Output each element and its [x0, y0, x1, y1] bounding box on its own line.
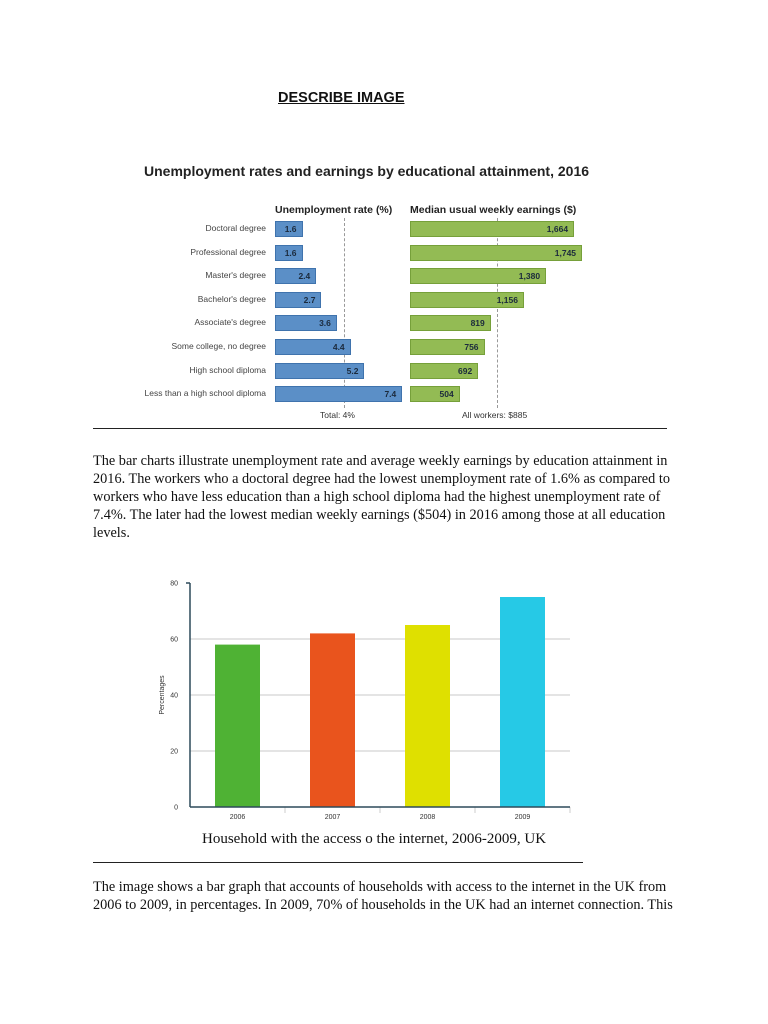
y-tick-label: 20 [170, 749, 178, 756]
y-axis-label: Percentages [159, 675, 166, 715]
earnings-value-label: 756 [464, 342, 479, 352]
category-label: Associate's degree [194, 317, 266, 328]
earnings-bar [410, 268, 547, 285]
unemployment-bar [275, 339, 351, 355]
category-label: Some college, no degree [171, 341, 266, 351]
category-label: Bachelor's degree [197, 293, 266, 304]
earnings-value-label: 1,380 [518, 271, 541, 282]
earnings-reference-label: All workers: $885 [462, 410, 528, 420]
chart1-title: Unemployment rates and earnings by educa… [144, 163, 590, 179]
divider [93, 862, 583, 863]
y-tick-label: 40 [170, 693, 178, 700]
earnings-value-label: 1,156 [496, 294, 518, 305]
unemployment-value-label: 1.6 [284, 247, 297, 258]
page-heading: DESCRIBE IMAGE [278, 90, 405, 106]
paragraph-1: The bar charts illustrate unemployment r… [93, 453, 670, 541]
unemployment-bar [275, 268, 317, 285]
unemployment-bar [275, 244, 303, 261]
x-tick-label: 2009 [515, 814, 531, 821]
bar [215, 644, 260, 807]
bar [405, 625, 450, 807]
earnings-value-label: 692 [458, 365, 473, 376]
category-label: Doctoral degree [205, 223, 266, 233]
unemployment-bar [275, 362, 365, 379]
earnings-value-label: 1,745 [554, 247, 577, 258]
unemployment-value-label: 1.6 [284, 224, 297, 234]
category-label: Less than a high school diploma [144, 388, 266, 399]
paragraph-2: The image shows a bar graph that account… [93, 879, 673, 913]
earnings-value-label: 1,664 [546, 224, 569, 234]
y-tick-label: 0 [174, 805, 178, 812]
unemployment-value-label: 3.6 [319, 318, 331, 329]
y-tick-label: 80 [170, 581, 178, 588]
earnings-bar [410, 339, 485, 355]
earnings-panel-title: Median usual weekly earnings ($) [410, 204, 577, 216]
earnings-bar [410, 221, 575, 237]
chart2-caption: Household with the access o the internet… [202, 831, 547, 847]
unemployment-value-label: 2.4 [298, 271, 311, 282]
unemployment-bar [275, 315, 337, 332]
unemployment-value-label: 5.2 [346, 365, 359, 376]
bar [310, 633, 355, 807]
category-label: High school diploma [189, 364, 266, 375]
earnings-bar [410, 244, 583, 261]
unemployment-panel-title: Unemployment rate (%) [275, 204, 393, 216]
earnings-value-label: 819 [470, 318, 485, 329]
unemployment-bar [275, 221, 303, 237]
unemployment-bar [275, 386, 403, 403]
unemployment-bar [275, 291, 322, 308]
divider [93, 428, 667, 429]
x-tick-label: 2008 [420, 814, 436, 821]
earnings-bar [410, 315, 491, 332]
bar [500, 597, 545, 807]
x-tick-label: 2007 [325, 814, 341, 821]
category-label: Professional degree [190, 246, 266, 257]
unemployment-value-label: 2.7 [303, 294, 316, 305]
y-tick-label: 60 [170, 637, 178, 644]
earnings-value-label: 504 [439, 389, 454, 400]
unemployment-value-label: 7.4 [384, 389, 397, 400]
unemployment-reference-line [343, 218, 345, 408]
unemployment-reference-label: Total: 4% [320, 410, 355, 420]
earnings-bar [410, 386, 460, 403]
earnings-bar [410, 362, 479, 379]
unemployment-value-label: 4.4 [332, 342, 345, 352]
x-tick-label: 2006 [230, 814, 246, 821]
earnings-bar [410, 291, 524, 308]
earnings-reference-line [497, 218, 499, 408]
category-label: Master's degree [205, 270, 266, 281]
